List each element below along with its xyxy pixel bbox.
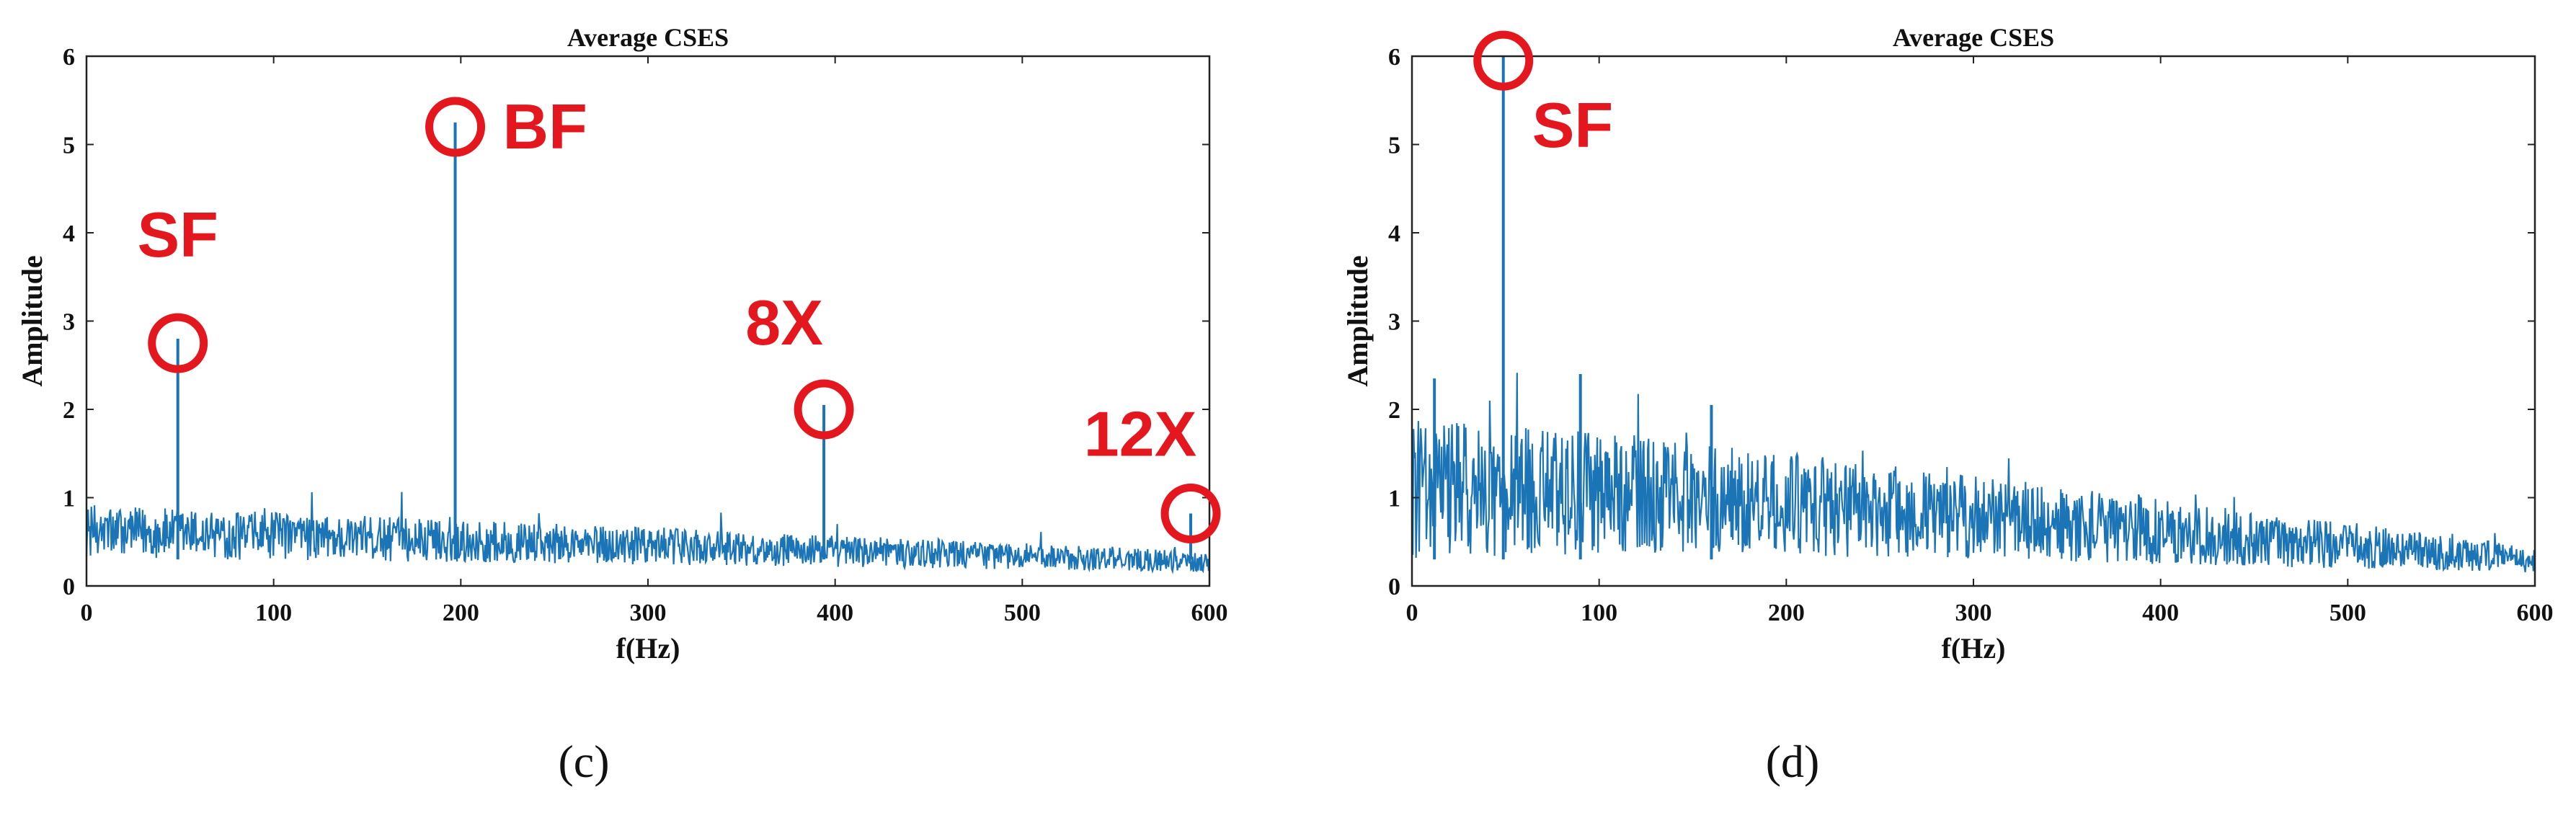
chart1-xlabel: f(Hz)	[1942, 632, 2006, 664]
chart1-xtick-label-2: 200	[1768, 600, 1805, 626]
chart1-ytick-label-4: 4	[1388, 221, 1400, 247]
caption-d: (d)	[1765, 736, 1820, 787]
chart0-ytick-label-2: 2	[63, 397, 75, 424]
chart0-annotation-circle-2	[794, 379, 854, 440]
chart0-ytick-label-3: 3	[63, 309, 75, 336]
chart-panel-d: Average CSES 0 100 200 300 400 500 600 0 1 2 3 4 5 6 f(…	[1288, 0, 2576, 818]
chart0-annotation-label-0: SF	[137, 199, 218, 270]
chart1-xtick-label-6: 600	[2517, 600, 2554, 626]
chart0-annotation-circle-3	[1160, 484, 1221, 544]
chart0-ytick-label-4: 4	[63, 221, 75, 247]
chart0-signal-line	[85, 492, 1211, 574]
chart0-annotation-label-2: 8X	[745, 287, 823, 358]
chart0-ytick-label-5: 5	[63, 133, 75, 159]
chart0-annotation-circle-0	[148, 313, 208, 373]
chart0-ytick-label-6: 6	[63, 44, 75, 71]
chart-d-svg: Average CSES 0 100 200 300 400 500 600 0 1 2 3 4 5 6 f(…	[1341, 23, 2554, 664]
chart0-title: Average CSES	[567, 23, 729, 52]
chart1-xtick-label-1: 100	[1581, 600, 1617, 626]
chart0-ytick-label-1: 1	[63, 486, 75, 512]
chart0-xlabel: f(Hz)	[616, 632, 680, 664]
chart1-xtick-label-4: 400	[2142, 600, 2179, 626]
chart1-title: Average CSES	[1893, 23, 2054, 52]
chart1-xtick-label-5: 500	[2329, 600, 2366, 626]
chart1-ytick-label-6: 6	[1388, 44, 1400, 71]
chart0-xtick-label-0: 0	[81, 600, 93, 626]
chart0-ylabel: Amplitude	[16, 255, 48, 386]
chart1-ytick-label-5: 5	[1388, 133, 1400, 159]
chart1-ytick-label-3: 3	[1388, 309, 1400, 336]
chart0-annotation-label-3: 12X	[1084, 399, 1197, 470]
chart1-annotation-circle-0	[1473, 30, 1534, 91]
chart0-ytick-label-0: 0	[63, 574, 75, 600]
chart0-xtick-label-5: 500	[1004, 600, 1041, 626]
chart0-axes-frame	[85, 55, 1211, 587]
chart0-annotation-circle-1	[425, 97, 486, 157]
chart1-ytick-label-1: 1	[1388, 486, 1400, 512]
chart0-xtick-label-2: 200	[443, 600, 479, 626]
chart0-xtick-label-6: 600	[1191, 600, 1228, 626]
chart-panel-c: Average CSES 0 100 200 300 400 500 600 0 1 2 3 4 5 6 f(…	[16, 23, 1228, 787]
chart0-xtick-label-1: 100	[255, 600, 292, 626]
chart1-annotation-label-0: SF	[1532, 89, 1613, 161]
chart1-xtick-label-0: 0	[1406, 600, 1418, 626]
chart0-xtick-label-4: 400	[817, 600, 853, 626]
chart1-ytick-label-0: 0	[1388, 574, 1400, 600]
chart0-annotation-label-1: BF	[503, 91, 587, 162]
chart1-ytick-label-2: 2	[1388, 397, 1400, 424]
caption-c: (c)	[558, 736, 610, 787]
chart0-xtick-label-3: 300	[630, 600, 667, 626]
chart-c-svg: Average CSES 0 100 200 300 400 500 600 0 1 2 3 4 5 6 f(…	[16, 23, 1228, 664]
chart1-xtick-label-3: 300	[1955, 600, 1992, 626]
chart1-signal-line	[1411, 373, 2536, 573]
chart1-ylabel: Amplitude	[1341, 255, 1374, 386]
